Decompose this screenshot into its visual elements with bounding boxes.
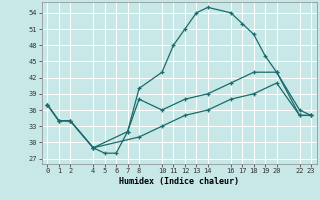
X-axis label: Humidex (Indice chaleur): Humidex (Indice chaleur) <box>119 177 239 186</box>
